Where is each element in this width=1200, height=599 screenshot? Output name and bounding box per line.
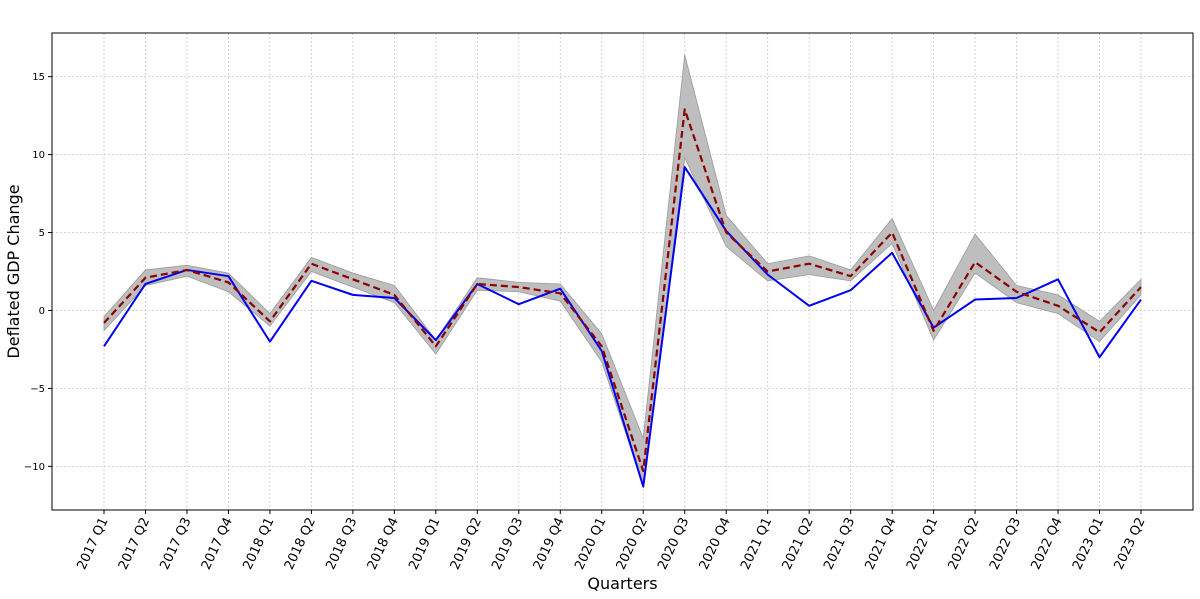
x-tick-label: 2018 Q2 <box>282 515 319 572</box>
x-tick-label: 2018 Q4 <box>365 515 402 572</box>
x-tick-label: 2021 Q3 <box>821 515 858 572</box>
y-tick-label: 10 <box>32 150 45 161</box>
x-tick-label: 2017 Q1 <box>74 515 111 572</box>
x-tick-label: 2017 Q2 <box>116 515 153 572</box>
x-tick-label: 2020 Q3 <box>655 515 692 572</box>
series-line-dashed <box>103 108 1142 473</box>
x-tick-label: 2018 Q3 <box>323 515 360 572</box>
x-tick-label: 2018 Q1 <box>240 515 277 572</box>
series-line-solid <box>103 166 1142 488</box>
y-tick-label: 15 <box>32 72 45 83</box>
x-tick-label: 2021 Q2 <box>780 515 817 572</box>
y-tick-label: −5 <box>30 384 45 395</box>
x-tick-label: 2017 Q3 <box>157 515 194 572</box>
x-tick-label: 2020 Q2 <box>614 515 651 572</box>
grid <box>52 33 1193 510</box>
x-tick-label: 2023 Q2 <box>1111 515 1148 572</box>
x-tick-label: 2019 Q2 <box>448 515 485 572</box>
y-tick-label: −10 <box>24 462 45 473</box>
x-tick-label: 2022 Q4 <box>1029 515 1066 572</box>
plot-area-frame <box>51 32 1194 511</box>
x-tick-label: 2019 Q4 <box>531 515 568 572</box>
x-tick-label: 2019 Q1 <box>406 515 443 572</box>
x-tick-label: 2020 Q4 <box>697 515 734 572</box>
x-tick-label: 2019 Q3 <box>489 515 526 572</box>
x-tick-label: 2020 Q1 <box>572 515 609 572</box>
x-tick-label: 2022 Q3 <box>987 515 1024 572</box>
x-tick-label: 2021 Q4 <box>863 515 900 572</box>
uncertainty-band <box>103 54 1142 486</box>
x-tick-label: 2017 Q4 <box>199 515 236 572</box>
x-tick-label: 2021 Q1 <box>738 515 775 572</box>
x-tick-label: 2023 Q1 <box>1070 515 1107 572</box>
x-tick-label: 2022 Q1 <box>904 515 941 572</box>
x-tick-label: 2022 Q2 <box>946 515 983 572</box>
y-tick-label: 5 <box>39 228 45 239</box>
x-axis-title: Quarters <box>587 574 657 593</box>
x-axis-ticks: 2017 Q1 2017 Q2 2017 Q3 2017 Q4 2018 Q1 2018 … <box>74 510 1149 572</box>
y-tick-label: 0 <box>39 306 45 317</box>
y-axis-title: Deflated GDP Change <box>4 184 23 358</box>
y-axis-ticks: −10 −5 0 5 10 15 <box>24 72 52 473</box>
